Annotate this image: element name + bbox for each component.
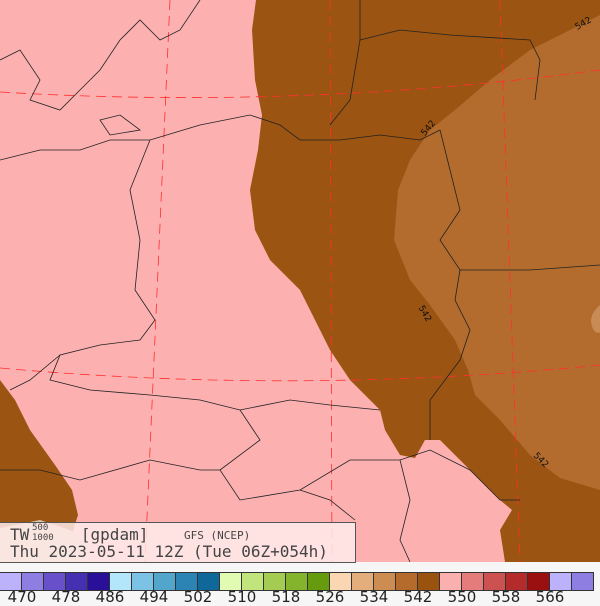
colorbar-label: 486 (95, 588, 125, 606)
field-unit: [gpdam] (80, 525, 149, 544)
colorbar-swatch (572, 572, 594, 591)
colorbar-swatch (242, 572, 264, 591)
field-top-level: 500 (32, 523, 49, 533)
colorbar-swatch (418, 572, 440, 591)
colorbar-swatch (220, 572, 242, 591)
colorbar-label: 558 (491, 588, 521, 606)
colorbar-swatch (440, 572, 462, 591)
field-bottom-level: 1000 (32, 533, 54, 543)
field-name: TW (10, 525, 30, 544)
colorbar-swatch (352, 572, 374, 591)
colorbar-swatch (0, 572, 22, 591)
field-title: TW 500 1000 [gpdam] GFS (NCEP) (10, 523, 251, 545)
map: 542 542 542 542 (0, 0, 600, 562)
colorbar-swatch (66, 572, 88, 591)
colorbar-label: 494 (139, 588, 169, 606)
colorbar-swatch (528, 572, 550, 591)
dark-brown-region-southwest (0, 380, 78, 540)
colorbar-swatch (198, 572, 220, 591)
colorbar-swatch (550, 572, 572, 591)
colorbar (0, 572, 594, 591)
colorbar-label: 510 (227, 588, 257, 606)
title-box: TW 500 1000 [gpdam] GFS (NCEP) Thu 2023-… (0, 522, 356, 563)
valid-time: Thu 2023-05-11 12Z (Tue 06Z+054h) (10, 542, 328, 561)
colorbar-swatch (484, 572, 506, 591)
colorbar-swatch (396, 572, 418, 591)
colorbar-swatch (88, 572, 110, 591)
borders (0, 0, 600, 562)
pale-blob (591, 305, 600, 333)
grid-lines (0, 0, 600, 562)
colorbar-swatch (264, 572, 286, 591)
colorbar-label: 542 (403, 588, 433, 606)
colorbar-swatch (506, 572, 528, 591)
colorbar-label: 470 (7, 588, 37, 606)
colorbar-swatch (154, 572, 176, 591)
colorbar-swatch (374, 572, 396, 591)
colorbar-label: 566 (535, 588, 565, 606)
colorbar-label: 550 (447, 588, 477, 606)
colorbar-swatch (110, 572, 132, 591)
light-brown-region (394, 15, 600, 490)
colorbar-label: 534 (359, 588, 389, 606)
colorbar-swatch (286, 572, 308, 591)
model-name: GFS (NCEP) (183, 529, 251, 542)
colorbar-swatch (22, 572, 44, 591)
colorbar-label: 518 (271, 588, 301, 606)
colorbar-swatch (308, 572, 330, 591)
colorbar-swatch (462, 572, 484, 591)
colorbar-swatch (44, 572, 66, 591)
colorbar-swatch (176, 572, 198, 591)
colorbar-label: 526 (315, 588, 345, 606)
colorbar-label: 502 (183, 588, 213, 606)
colorbar-swatch (330, 572, 352, 591)
colorbar-swatch (132, 572, 154, 591)
colorbar-label: 478 (51, 588, 81, 606)
